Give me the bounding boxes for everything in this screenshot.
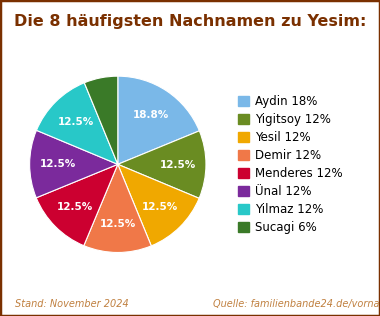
Text: 18.8%: 18.8% [133,110,169,119]
Text: 12.5%: 12.5% [160,160,196,169]
Wedge shape [36,83,118,164]
Wedge shape [84,164,151,252]
Wedge shape [118,164,199,246]
Wedge shape [30,130,118,198]
Wedge shape [118,131,206,198]
Text: Quelle: familienbande24.de/vornamen/: Quelle: familienbande24.de/vornamen/ [213,299,380,309]
Text: 12.5%: 12.5% [57,117,93,127]
Text: 12.5%: 12.5% [100,219,136,229]
Wedge shape [118,76,200,164]
Text: 12.5%: 12.5% [57,202,93,212]
Text: Stand: November 2024: Stand: November 2024 [15,299,129,309]
Text: 12.5%: 12.5% [142,202,178,212]
Wedge shape [84,76,118,164]
Text: Die 8 häufigsten Nachnamen zu Yesim:: Die 8 häufigsten Nachnamen zu Yesim: [14,14,366,29]
Legend: Aydin 18%, Yigitsoy 12%, Yesil 12%, Demir 12%, Menderes 12%, Ünal 12%, Yilmaz 12: Aydin 18%, Yigitsoy 12%, Yesil 12%, Demi… [238,95,342,234]
Text: 12.5%: 12.5% [40,159,76,169]
Wedge shape [36,164,118,246]
